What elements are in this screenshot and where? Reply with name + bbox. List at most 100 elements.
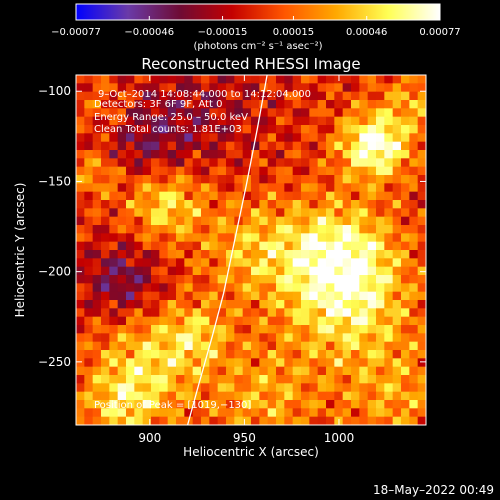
heatmap-cell	[126, 75, 135, 84]
heatmap-cell	[359, 166, 369, 176]
heatmap-cell	[417, 158, 426, 168]
heatmap-cell	[101, 308, 110, 318]
heatmap-cell	[376, 375, 385, 384]
heatmap-cell	[201, 83, 210, 93]
heatmap-cell	[226, 158, 235, 168]
heatmap-cell	[401, 150, 410, 159]
heatmap-cell	[117, 300, 127, 309]
heatmap-cell	[167, 375, 177, 384]
heatmap-cell	[201, 100, 210, 109]
heatmap-cell	[159, 133, 169, 143]
heatmap-cell	[351, 375, 360, 384]
heatmap-cell	[192, 275, 202, 284]
heatmap-cell	[76, 158, 85, 168]
heatmap-cell	[192, 91, 202, 101]
heatmap-cell	[201, 383, 210, 393]
heatmap-cell	[126, 358, 135, 368]
heatmap-cell	[159, 200, 169, 209]
heatmap-cell	[159, 125, 169, 134]
heatmap-cell	[359, 325, 369, 334]
heatmap-cell	[242, 116, 252, 126]
heatmap-cell	[109, 366, 119, 376]
heatmap-cell	[101, 158, 110, 168]
heatmap-cell	[392, 266, 402, 276]
heatmap-cell	[167, 275, 177, 284]
heatmap-cell	[176, 341, 185, 351]
heatmap-cell	[209, 100, 219, 109]
heatmap-cell	[251, 416, 260, 425]
heatmap-cell	[167, 141, 177, 151]
heatmap-cell	[234, 400, 244, 409]
heatmap-cell	[101, 316, 110, 326]
heatmap-cell	[292, 225, 302, 234]
heatmap-cell	[292, 241, 302, 251]
heatmap-cell	[117, 108, 127, 118]
heatmap-cell	[401, 291, 410, 301]
heatmap-cell	[342, 416, 352, 425]
heatmap-cell	[159, 108, 169, 118]
heatmap-cell	[367, 300, 377, 309]
heatmap-cell	[276, 283, 285, 293]
heatmap-cell	[401, 341, 410, 351]
heatmap-cell	[134, 408, 144, 418]
heatmap-cell	[309, 133, 319, 143]
heatmap-cell	[217, 208, 227, 218]
heatmap-cell	[151, 383, 160, 393]
heatmap-cell	[101, 91, 110, 101]
heatmap-cell	[384, 300, 394, 309]
heatmap-cell	[409, 108, 419, 118]
heatmap-cell	[409, 291, 419, 301]
heatmap-cell	[226, 341, 235, 351]
heatmap-cell	[184, 250, 194, 259]
heatmap-cell	[284, 250, 294, 259]
heatmap-cell	[192, 366, 202, 376]
heatmap-cell	[317, 166, 327, 176]
heatmap-cell	[92, 208, 102, 218]
heatmap-cell	[317, 200, 327, 209]
heatmap-cell	[409, 266, 419, 276]
heatmap-cell	[392, 383, 402, 393]
heatmap-cell	[367, 316, 377, 326]
heatmap-cell	[226, 166, 235, 176]
heatmap-cell	[92, 166, 102, 176]
heatmap-cell	[159, 141, 169, 151]
heatmap-cell	[109, 233, 119, 243]
heatmap-cell	[167, 350, 177, 359]
heatmap-cell	[292, 75, 302, 84]
heatmap-cell	[142, 150, 152, 159]
heatmap-cell	[167, 266, 177, 276]
heatmap-cell	[234, 116, 244, 126]
heatmap-cell	[176, 275, 185, 284]
heatmap-cell	[109, 416, 119, 425]
heatmap-cell	[276, 208, 285, 218]
heatmap-cell	[134, 91, 144, 101]
heatmap-cell	[242, 416, 252, 425]
heatmap-cell	[251, 383, 260, 393]
heatmap-cell	[409, 208, 419, 218]
heatmap-cell	[167, 316, 177, 326]
heatmap-cell	[342, 191, 352, 201]
heatmap-cell	[259, 275, 269, 284]
heatmap-cell	[276, 158, 285, 168]
heatmap-cell	[401, 383, 410, 393]
heatmap-cell	[359, 91, 369, 101]
heatmap-cell	[284, 200, 294, 209]
heatmap-cell	[267, 408, 277, 418]
heatmap-cell	[226, 225, 235, 234]
heatmap-cell	[259, 300, 269, 309]
heatmap-cell	[134, 333, 144, 343]
heatmap-cell	[167, 250, 177, 259]
heatmap-cell	[342, 375, 352, 384]
heatmap-cell	[367, 175, 377, 184]
heatmap-cell	[376, 350, 385, 359]
heatmap-cell	[259, 341, 269, 351]
heatmap-cell	[92, 258, 102, 268]
heatmap-cell	[209, 200, 219, 209]
heatmap-cell	[226, 91, 235, 101]
heatmap-cell	[217, 383, 227, 393]
heatmap-cell	[376, 116, 385, 126]
heatmap-cell	[359, 233, 369, 243]
heatmap-cell	[142, 416, 152, 425]
heatmap-cell	[342, 100, 352, 109]
